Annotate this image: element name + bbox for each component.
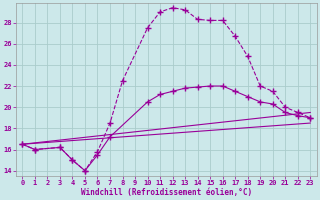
X-axis label: Windchill (Refroidissement éolien,°C): Windchill (Refroidissement éolien,°C): [81, 188, 252, 197]
